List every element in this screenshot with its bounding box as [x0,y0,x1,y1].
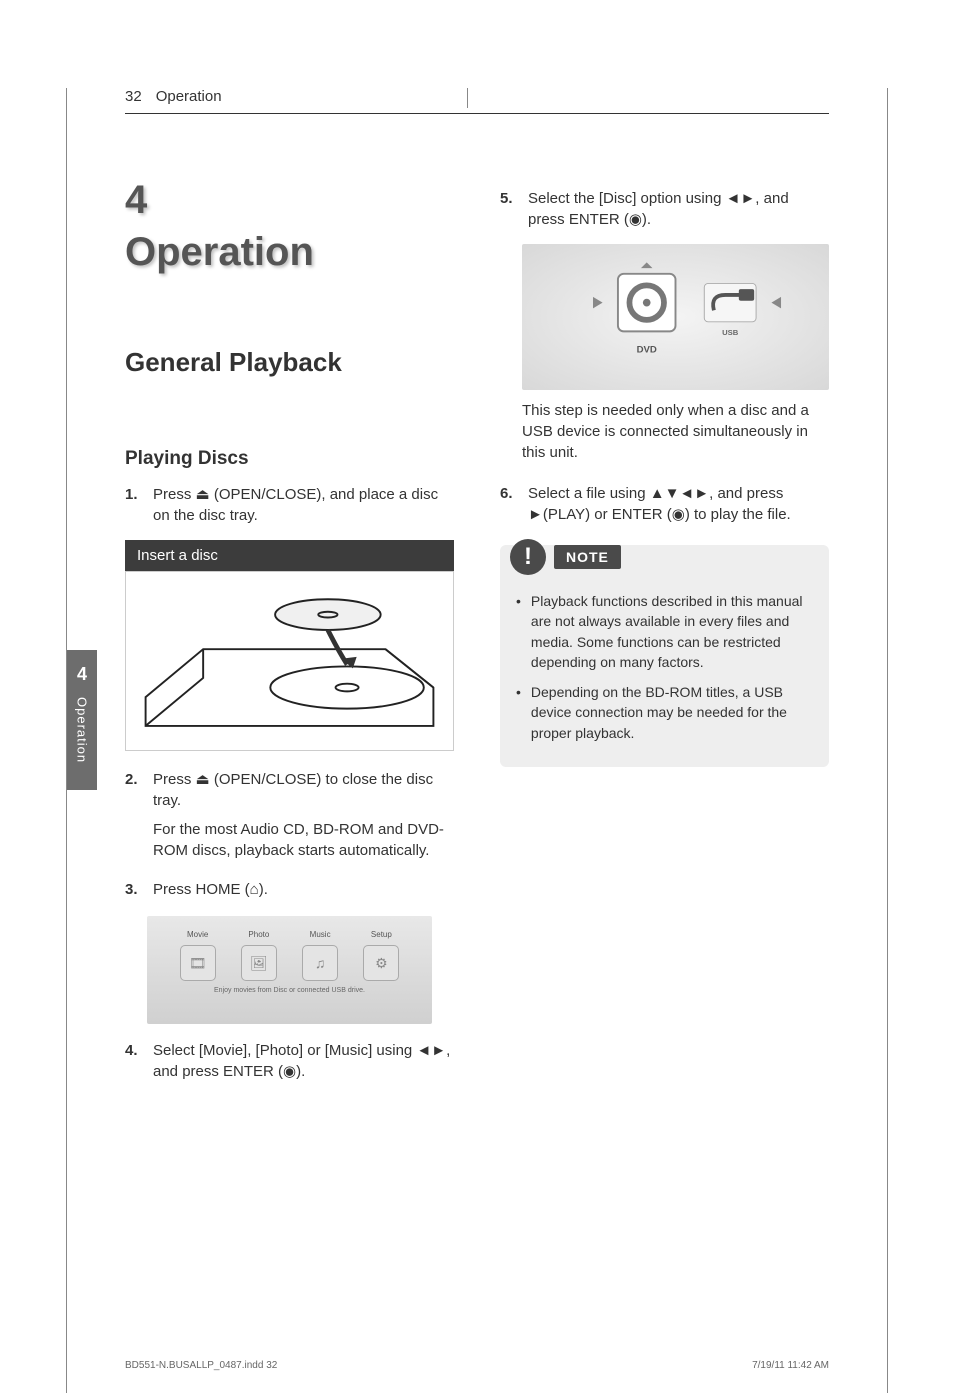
page-number: 32 [125,88,142,105]
step-number: 1. [125,484,147,526]
chapter-number: 4 [125,180,454,220]
chapter-title: Operation [125,230,454,275]
step-text-2: For the most Audio CD, BD-ROM and DVD-RO… [153,819,454,861]
right-column: 5. Select the [Disc] option using ◄►, an… [500,180,829,1092]
step-number: 6. [500,483,522,525]
side-tab-number: 4 [67,650,97,685]
note-list: Playback functions described in this man… [500,591,829,743]
menu-item-music: Music ♫ [302,930,338,981]
note-icon: ! [510,539,546,575]
footer-date: 7/19/11 11:42 AM [752,1360,829,1371]
footer-file: BD551-N.BUSALLP_0487.indd 32 [125,1360,277,1371]
step-text: Select the [Disc] option using ◄►, and p… [528,188,829,230]
step-6: 6. Select a file using ▲▼◄►, and press ►… [500,483,829,525]
disc-tray-svg [136,582,443,745]
step-1: 1. Press ⏏ (OPEN/CLOSE), and place a dis… [125,484,454,526]
step-text: Select [Movie], [Photo] or [Music] using… [153,1040,454,1082]
page-frame: 4 Operation 32 Operation 4 Operation Gen… [66,88,888,1393]
menu-item-movie: Movie 🎞 [180,930,216,981]
setup-icon: ⚙ [363,945,399,981]
step-number: 3. [125,879,147,900]
left-column: 4 Operation General Playback Playing Dis… [125,180,454,1092]
section-title: General Playback [125,347,454,378]
svg-text:USB: USB [722,328,739,337]
insert-disc-figure: Insert a disc [125,540,454,751]
step-3: 3. Press HOME (⌂). [125,879,454,900]
device-select-svg: DVD USB [522,244,829,390]
device-select-illustration: DVD USB [522,244,829,390]
subsection-title: Playing Discs [125,448,454,470]
step-body: Press ⏏ (OPEN/CLOSE) to close the disc t… [153,769,454,869]
step-number: 2. [125,769,147,869]
side-tab-label: Operation [75,697,90,763]
step-5: 5. Select the [Disc] option using ◄►, an… [500,188,829,230]
content-columns: 4 Operation General Playback Playing Dis… [125,180,829,1092]
home-menu-illustration: Movie 🎞 Photo 🖼 Music ♫ Setup ⚙ [147,916,432,1024]
note-header: ! NOTE [500,539,829,585]
note-item: Depending on the BD-ROM titles, a USB de… [516,682,813,743]
svg-text:DVD: DVD [637,344,657,355]
note-title: NOTE [554,545,621,569]
page-header: 32 Operation [125,88,829,114]
step-number: 4. [125,1040,147,1082]
step-text: Press HOME (⌂). [153,879,454,900]
step-text: Press ⏏ (OPEN/CLOSE) to close the disc t… [153,769,454,811]
side-tab: 4 Operation [67,650,97,790]
step-text: Select a file using ▲▼◄►, and press ►(PL… [528,483,829,525]
note-item: Playback functions described in this man… [516,591,813,672]
menu-caption: Enjoy movies from Disc or connected USB … [147,987,432,994]
photo-icon: 🖼 [241,945,277,981]
disc-tray-illustration [125,571,454,751]
music-icon: ♫ [302,945,338,981]
header-section: Operation [156,88,222,105]
step-text: Press ⏏ (OPEN/CLOSE), and place a disc o… [153,484,454,526]
movie-icon: 🎞 [180,945,216,981]
menu-item-setup: Setup ⚙ [363,930,399,981]
menu-items: Movie 🎞 Photo 🖼 Music ♫ Setup ⚙ [147,916,432,981]
step-number: 5. [500,188,522,230]
note-box: ! NOTE Playback functions described in t… [500,545,829,767]
figure-header: Insert a disc [125,540,454,571]
step-5-note: This step is needed only when a disc and… [522,400,829,463]
step-4: 4. Select [Movie], [Photo] or [Music] us… [125,1040,454,1082]
menu-item-photo: Photo 🖼 [241,930,277,981]
step-2: 2. Press ⏏ (OPEN/CLOSE) to close the dis… [125,769,454,869]
footer: BD551-N.BUSALLP_0487.indd 32 7/19/11 11:… [125,1360,829,1371]
